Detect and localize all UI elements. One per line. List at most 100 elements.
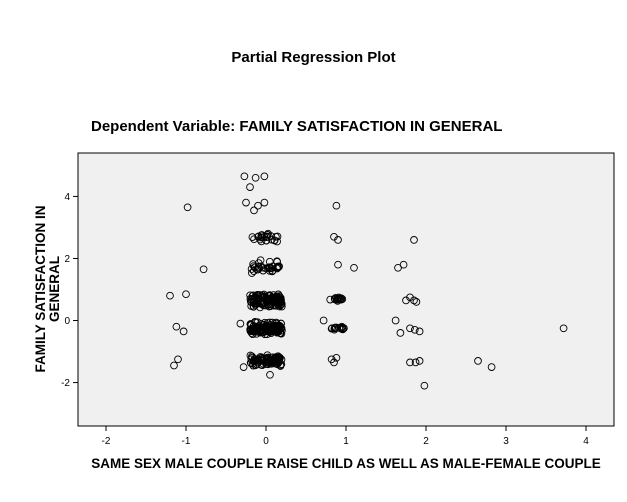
data-point [330, 324, 339, 333]
data-point [183, 203, 192, 212]
data-point [166, 291, 174, 300]
data-point [319, 316, 328, 325]
data-point [262, 233, 271, 242]
data-point [334, 260, 342, 269]
y-tick-label: 2 [64, 254, 70, 265]
data-point [327, 324, 336, 333]
data-point [265, 257, 274, 266]
data-point [328, 324, 336, 333]
data-point [338, 295, 347, 303]
data-point [170, 361, 178, 370]
x-tick-label: 3 [503, 436, 509, 447]
data-point [260, 354, 269, 363]
data-point [252, 326, 261, 334]
data-point [277, 360, 286, 369]
data-point [420, 381, 429, 390]
data-point [276, 301, 285, 309]
x-tick-label: 2 [423, 436, 429, 447]
data-point [268, 266, 277, 275]
data-point [559, 324, 568, 333]
data-point [332, 201, 341, 210]
data-point [248, 353, 257, 362]
data-point [474, 357, 482, 365]
y-tick-label: -2 [61, 378, 70, 389]
data-point [412, 298, 421, 306]
data-point [337, 294, 346, 303]
data-point [275, 325, 283, 334]
data-point [337, 322, 346, 331]
data-point [273, 237, 281, 246]
data-point [332, 353, 341, 362]
data-point [273, 264, 281, 273]
data-point [250, 206, 258, 215]
data-point [253, 265, 262, 274]
axis-ticks: -2 -1 0 1 2 3 4 -2 0 2 4 [61, 192, 589, 447]
data-point [174, 355, 182, 364]
data-point [272, 294, 280, 303]
data-point [251, 173, 260, 182]
data-point [350, 263, 358, 272]
data-point [239, 363, 248, 371]
data-point [272, 232, 280, 241]
data-point [410, 325, 419, 334]
chart-title: Partial Regression Plot [231, 49, 396, 66]
x-axis-label: SAME SEX MALE COUPLE RAISE CHILD AS WELL… [91, 456, 601, 471]
data-points [166, 172, 568, 390]
x-tick-label: 0 [263, 436, 269, 447]
data-point [255, 326, 264, 334]
data-point [339, 324, 348, 333]
data-point [264, 355, 273, 363]
data-point [272, 318, 281, 327]
data-point [179, 327, 188, 336]
data-point [246, 183, 254, 191]
y-tick-label: 0 [64, 316, 70, 327]
data-point [248, 330, 257, 339]
data-point [172, 322, 181, 331]
data-point [259, 266, 267, 275]
data-point [261, 264, 270, 273]
data-point [258, 361, 267, 369]
data-point [399, 260, 408, 269]
x-tick-label: -2 [102, 436, 111, 447]
data-point [240, 172, 249, 181]
data-point [260, 172, 269, 181]
data-point [256, 256, 265, 265]
x-tick-label: -1 [182, 436, 191, 447]
data-point [275, 262, 283, 271]
data-point [263, 296, 271, 305]
data-point [254, 232, 263, 241]
data-point [410, 236, 418, 244]
data-point [396, 329, 405, 337]
data-point [334, 236, 342, 244]
data-point [258, 298, 266, 307]
data-point [247, 320, 255, 329]
data-point [242, 198, 250, 207]
data-point [253, 324, 262, 333]
data-point [274, 352, 282, 361]
data-point [330, 358, 338, 367]
data-point [411, 358, 420, 367]
data-point [251, 299, 259, 308]
data-point [265, 328, 274, 337]
y-tick-label: 4 [64, 192, 70, 203]
data-point [246, 291, 254, 300]
data-point [260, 198, 269, 207]
data-point [266, 370, 274, 379]
data-point [410, 296, 418, 305]
data-point [254, 358, 262, 367]
data-point [250, 299, 258, 307]
data-point [406, 324, 414, 333]
data-point [415, 327, 424, 336]
data-point [263, 326, 272, 335]
data-point [391, 316, 400, 325]
x-tick-label: 4 [583, 436, 589, 447]
x-tick-label: 1 [343, 436, 349, 447]
data-point [254, 201, 262, 210]
data-point [415, 357, 424, 365]
data-point [236, 319, 245, 328]
data-point [406, 358, 414, 367]
data-point [250, 263, 259, 272]
chart-subtitle: Dependent Variable: FAMILY SATISFACTION … [91, 118, 503, 135]
data-point [262, 321, 271, 330]
